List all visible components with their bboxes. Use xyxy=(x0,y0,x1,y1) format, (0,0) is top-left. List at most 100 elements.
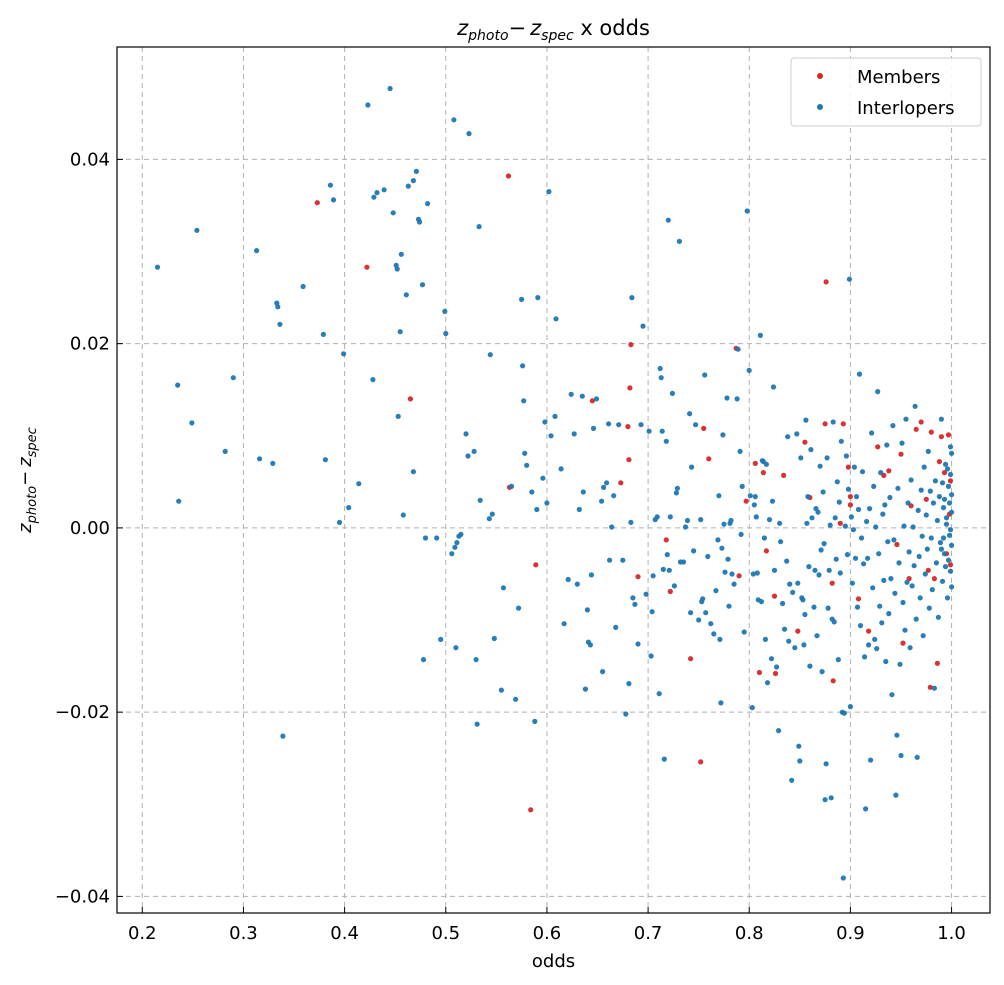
data-point-members xyxy=(945,432,952,438)
data-point-interlopers xyxy=(558,466,564,472)
data-point-members xyxy=(781,472,787,478)
data-point-interlopers xyxy=(552,413,558,419)
data-point-interlopers xyxy=(897,661,903,667)
data-point-interlopers xyxy=(901,523,907,529)
data-point-members xyxy=(900,640,906,646)
data-point-interlopers xyxy=(520,363,526,369)
data-point-interlopers xyxy=(790,589,796,596)
data-point-members xyxy=(667,588,673,595)
x-tick-label: 1.0 xyxy=(937,923,966,944)
data-point-members xyxy=(829,580,835,586)
data-point-interlopers xyxy=(808,447,814,453)
data-point-interlopers xyxy=(862,654,868,660)
data-point-members xyxy=(407,396,413,402)
data-point-interlopers xyxy=(907,645,913,651)
data-point-interlopers xyxy=(796,743,802,749)
data-point-members xyxy=(855,596,862,602)
data-point-interlopers xyxy=(795,580,801,586)
data-point-members xyxy=(898,451,904,457)
data-point-members xyxy=(823,279,829,285)
data-point-interlopers xyxy=(330,197,337,203)
data-point-interlopers xyxy=(914,754,920,760)
data-point-interlopers xyxy=(947,527,954,533)
data-point-interlopers xyxy=(863,806,869,812)
data-point-interlopers xyxy=(949,492,955,498)
data-point-members xyxy=(847,502,854,508)
data-point-members xyxy=(936,459,943,465)
data-point-interlopers xyxy=(667,514,673,520)
data-point-members xyxy=(927,684,933,690)
data-point-interlopers xyxy=(498,687,504,693)
data-point-interlopers xyxy=(922,571,928,577)
data-point-interlopers xyxy=(884,442,890,448)
data-point-interlopers xyxy=(535,295,541,301)
data-point-interlopers xyxy=(540,475,546,481)
data-point-members xyxy=(875,444,881,450)
data-point-interlopers xyxy=(519,296,525,302)
data-point-interlopers xyxy=(787,581,793,587)
data-point-interlopers xyxy=(403,292,409,298)
data-point-interlopers xyxy=(609,524,615,530)
data-point-interlopers xyxy=(747,493,753,499)
data-point-interlopers xyxy=(941,551,948,557)
data-point-interlopers xyxy=(703,610,709,616)
data-point-interlopers xyxy=(327,182,333,188)
data-point-interlopers xyxy=(807,663,813,669)
data-point-interlopers xyxy=(930,500,937,506)
data-point-interlopers xyxy=(761,535,768,541)
data-point-interlopers xyxy=(762,636,769,643)
data-point-interlopers xyxy=(861,561,867,567)
data-point-interlopers xyxy=(800,597,806,603)
data-point-interlopers xyxy=(663,438,669,444)
data-point-interlopers xyxy=(763,461,770,467)
data-point-interlopers xyxy=(669,390,676,396)
data-point-interlopers xyxy=(650,573,656,579)
x-tick-label: 0.6 xyxy=(533,923,562,944)
data-point-interlopers xyxy=(280,733,286,739)
data-point-interlopers xyxy=(942,564,949,570)
data-point-interlopers xyxy=(336,519,343,526)
data-point-interlopers xyxy=(365,102,371,108)
data-point-interlopers xyxy=(946,532,953,538)
data-point-interlopers xyxy=(744,208,750,214)
data-point-interlopers xyxy=(371,194,377,200)
data-point-interlopers xyxy=(676,238,683,244)
data-point-interlopers xyxy=(831,619,837,625)
data-point-interlopers xyxy=(947,471,954,478)
data-point-members xyxy=(706,456,712,462)
data-point-interlopers xyxy=(713,588,719,594)
y-tick-label: −0.02 xyxy=(55,702,110,723)
data-point-members xyxy=(886,468,892,474)
data-point-interlopers xyxy=(420,657,427,663)
data-point-interlopers xyxy=(771,567,778,573)
data-point-interlopers xyxy=(688,610,694,616)
data-point-interlopers xyxy=(895,485,901,491)
data-point-members xyxy=(938,434,945,440)
data-point-interlopers xyxy=(154,264,161,270)
data-point-interlopers xyxy=(886,611,892,617)
data-point-interlopers xyxy=(841,710,847,716)
data-point-interlopers xyxy=(442,308,448,314)
data-point-interlopers xyxy=(532,718,538,725)
data-point-interlopers xyxy=(616,422,622,428)
data-point-interlopers xyxy=(387,85,393,92)
data-point-interlopers xyxy=(882,502,888,508)
data-point-interlopers xyxy=(824,455,830,461)
data-point-interlopers xyxy=(346,505,352,511)
data-point-interlopers xyxy=(270,460,276,466)
data-point-interlopers xyxy=(786,638,792,644)
data-point-interlopers xyxy=(780,600,786,607)
data-point-interlopers xyxy=(579,393,585,399)
data-point-interlopers xyxy=(300,283,306,290)
data-point-interlopers xyxy=(413,168,419,174)
data-point-interlopers xyxy=(580,489,586,495)
data-point-interlopers xyxy=(454,540,460,546)
data-point-interlopers xyxy=(794,431,800,437)
data-point-interlopers xyxy=(782,626,788,632)
data-point-interlopers xyxy=(885,539,891,545)
data-point-interlopers xyxy=(529,489,535,495)
data-point-members xyxy=(635,574,641,580)
data-point-interlopers xyxy=(405,183,411,189)
data-point-interlopers xyxy=(934,517,941,524)
data-point-interlopers xyxy=(899,440,905,446)
